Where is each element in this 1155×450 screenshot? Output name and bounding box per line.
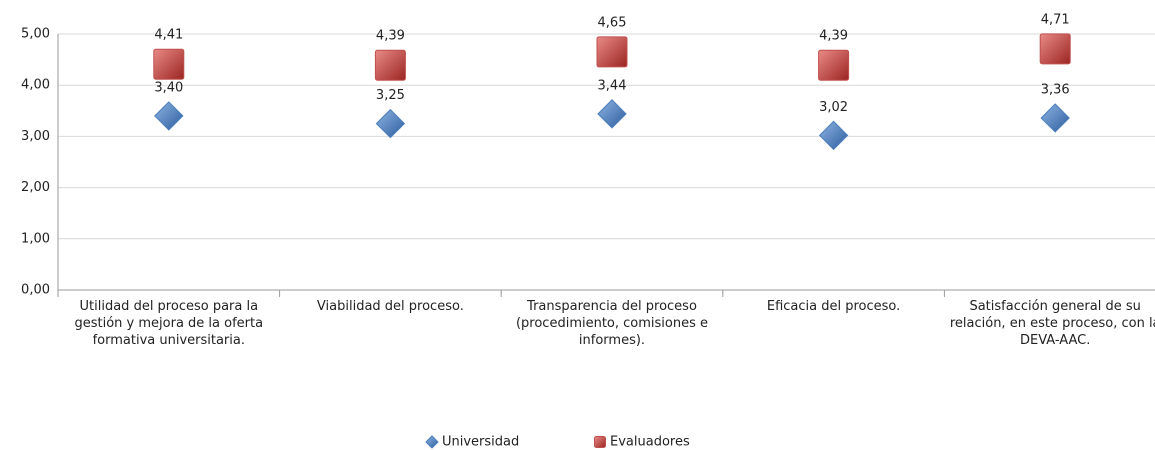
data-point: [596, 36, 628, 68]
legend-label: Universidad: [442, 435, 519, 450]
data-point: [153, 48, 185, 80]
data-label: 3,40: [154, 80, 183, 95]
data-label: 3,44: [598, 78, 627, 93]
x-tick-label: Viabilidad del proceso.: [316, 299, 464, 314]
data-point: [375, 108, 406, 139]
legend-marker: [594, 436, 606, 448]
data-point: [374, 49, 406, 81]
y-tick-label: 4,00: [21, 78, 50, 93]
data-point: [818, 49, 850, 81]
data-label: 3,25: [376, 88, 405, 103]
data-label: 4,39: [376, 29, 405, 44]
y-tick-label: 1,00: [21, 231, 50, 246]
y-tick-label: 5,00: [21, 27, 50, 42]
x-tick-label: Utilidad del proceso para la gestión y m…: [74, 299, 264, 348]
data-point: [154, 101, 184, 131]
x-tick-label: Transparencia del proceso (procedimiento…: [515, 299, 708, 348]
legend-marker: [425, 435, 439, 449]
data-label: 3,02: [819, 100, 848, 115]
data-point: [597, 99, 627, 129]
data-label: 3,36: [1041, 82, 1070, 97]
data-label: 4,41: [154, 28, 183, 43]
legend-label: Evaluadores: [610, 435, 690, 450]
data-label: 4,71: [1041, 12, 1070, 27]
data-label: 4,39: [819, 29, 848, 44]
y-tick-label: 3,00: [21, 129, 50, 144]
data-point: [1039, 33, 1071, 65]
data-label: 4,65: [598, 15, 627, 30]
x-tick-label: Eficacia del proceso.: [766, 299, 901, 314]
data-point: [1040, 103, 1070, 133]
y-tick-label: 2,00: [21, 180, 50, 195]
data-point: [818, 120, 849, 151]
x-tick-label: Satisfacción general de su relación, en …: [949, 299, 1155, 348]
y-tick-label: 0,00: [21, 283, 50, 298]
